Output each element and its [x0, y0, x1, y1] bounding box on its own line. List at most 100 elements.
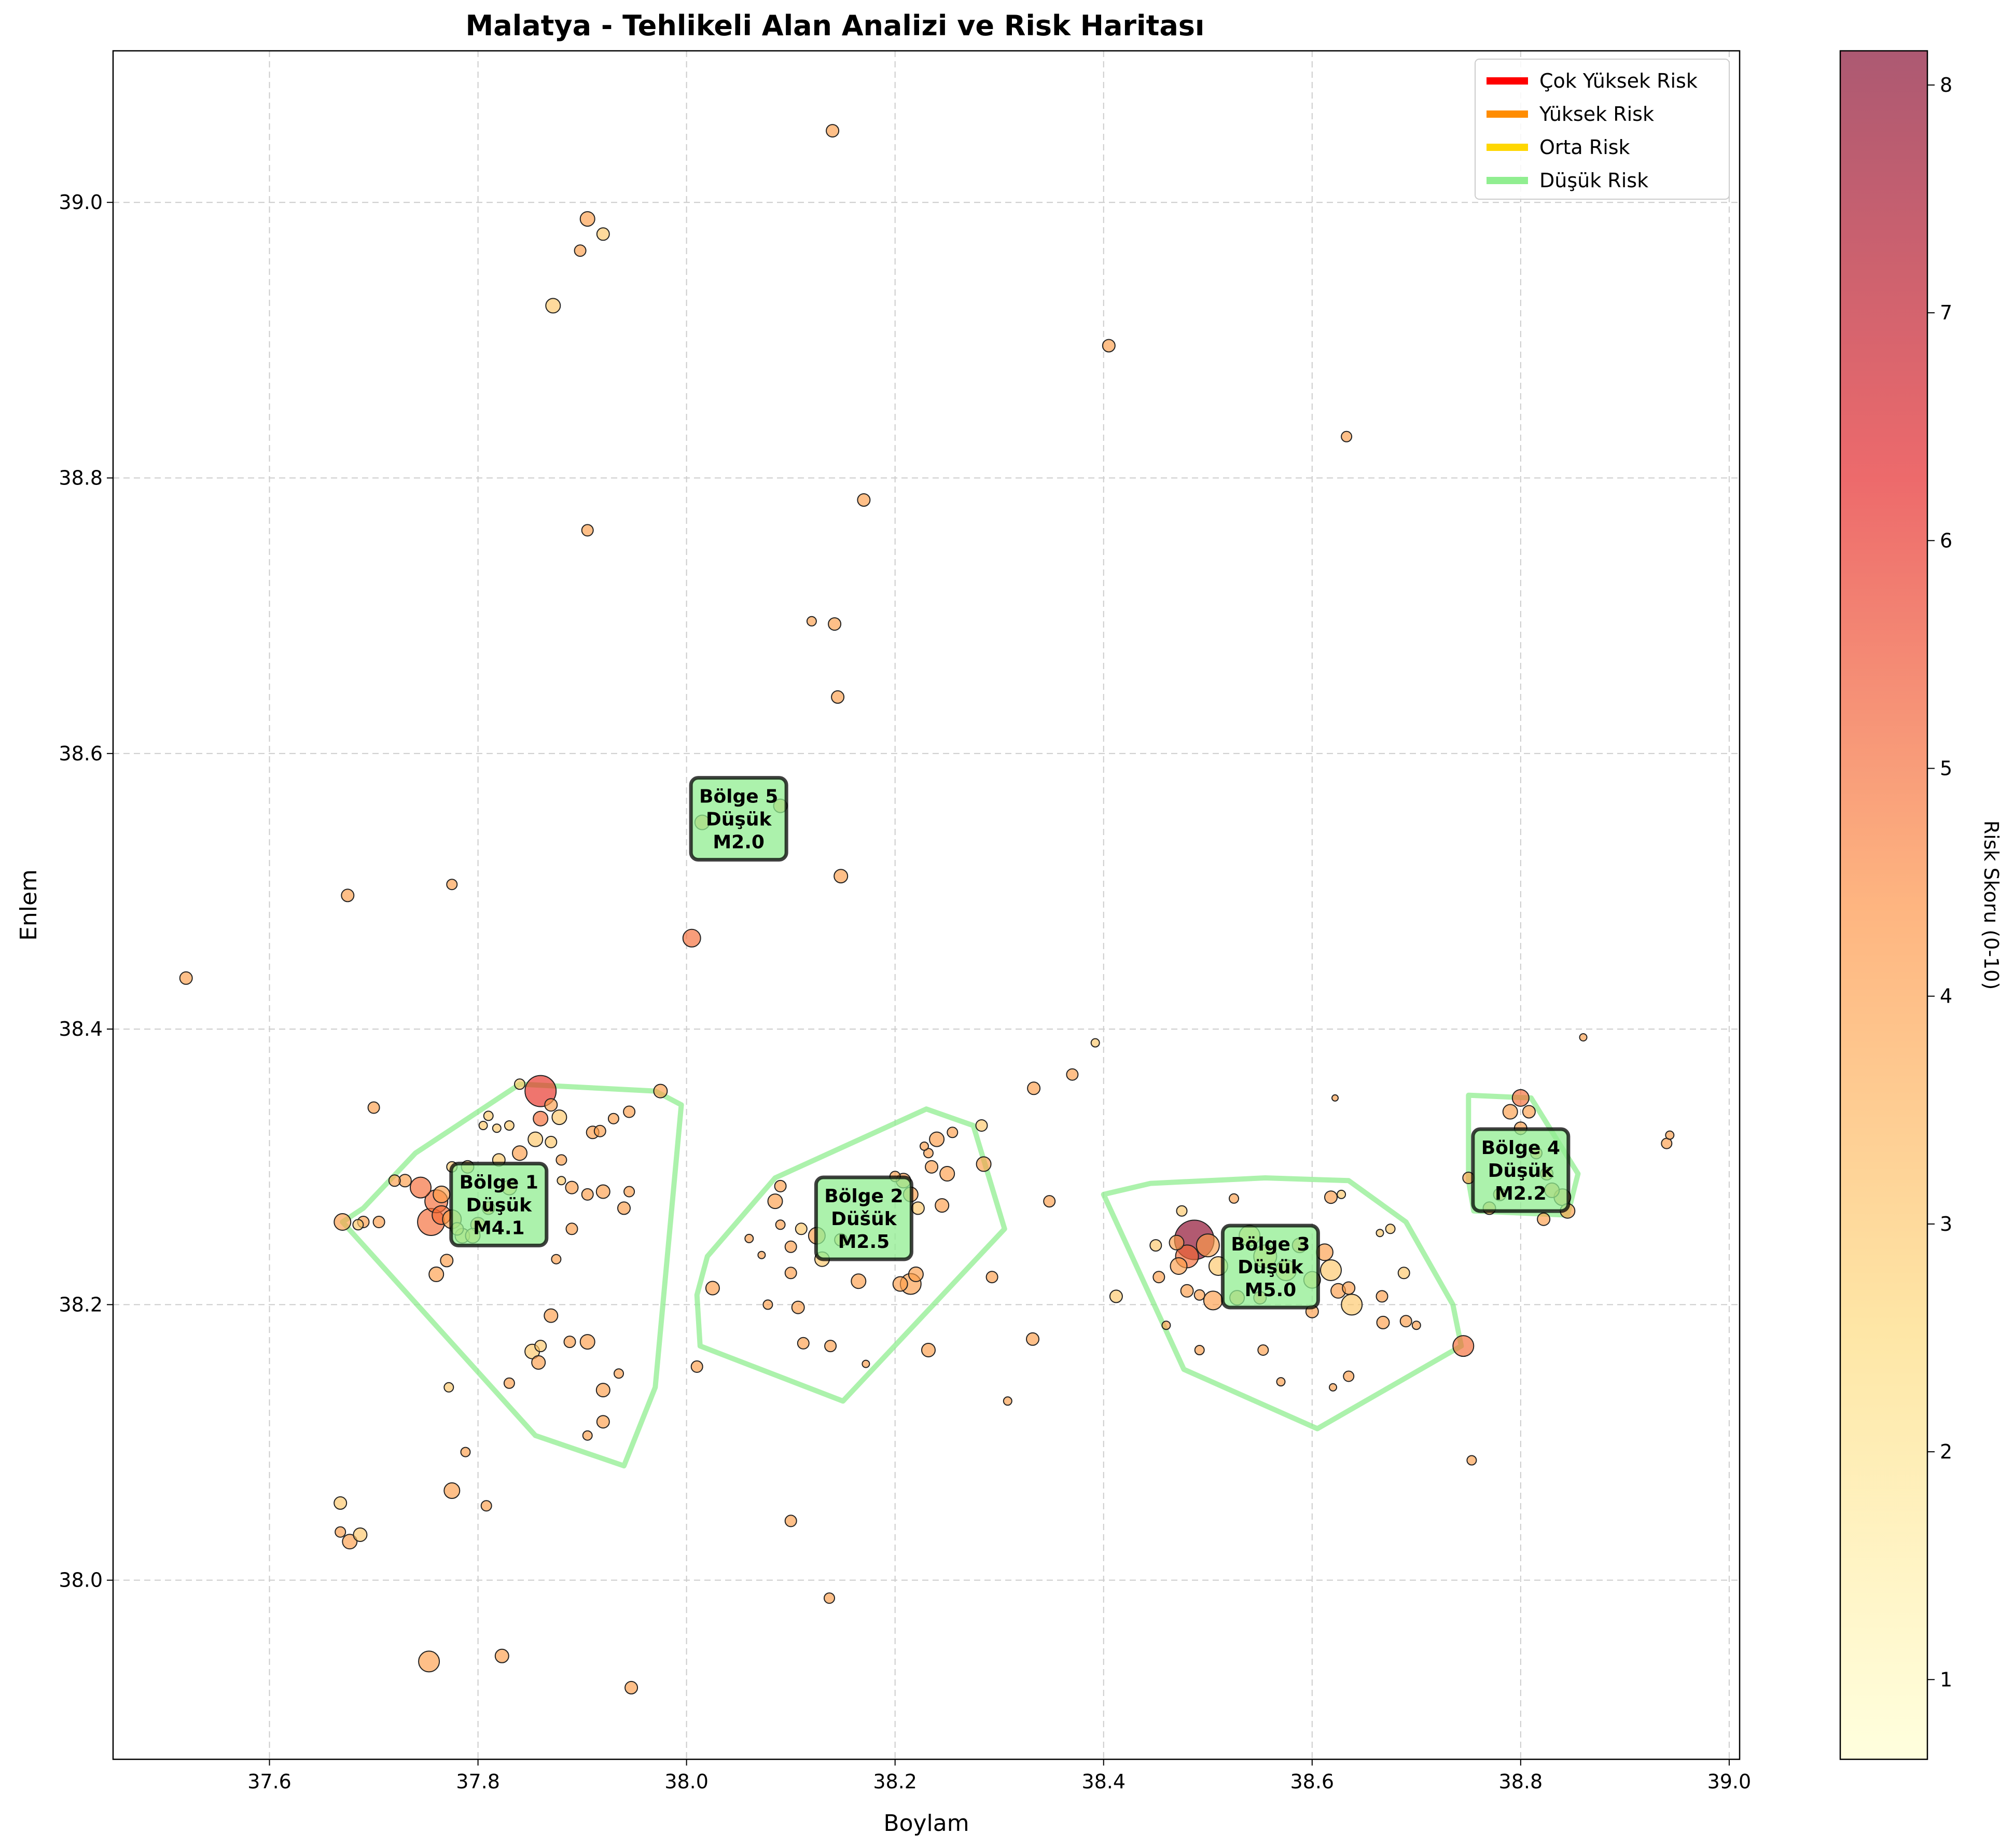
- event-point: [443, 1482, 461, 1499]
- zone-label-box: [689, 776, 788, 862]
- zone-label-name: Bölge 2: [824, 1186, 903, 1207]
- y-tick-label: 38.4: [59, 1018, 103, 1040]
- legend-label: Çok Yüksek Risk: [1539, 70, 1698, 92]
- event-point: [1537, 1212, 1551, 1226]
- event-point: [824, 1340, 837, 1353]
- legend-box: [1475, 59, 1730, 200]
- zone-label-name: Bölge 5: [699, 786, 778, 808]
- event-point: [976, 1156, 992, 1172]
- event-point: [565, 1222, 578, 1235]
- event-point: [527, 1131, 544, 1147]
- event-point: [1331, 1094, 1339, 1102]
- colorbar-tick-label: 5: [1940, 757, 1952, 780]
- event-point: [595, 1184, 610, 1199]
- zone-2-hull: [694, 1106, 1007, 1404]
- event-point: [433, 1185, 451, 1203]
- y-axis-ticks: 38.0 38.2 38.4 38.6 38.8 39.0: [59, 191, 113, 1592]
- event-point: [617, 1201, 631, 1215]
- event-point: [353, 1527, 368, 1542]
- colorbar-ticks: 1 2 3 4 5 6 7 8: [1927, 74, 1952, 1691]
- event-point: [1196, 1233, 1220, 1258]
- x-tick-label: 37.6: [247, 1770, 291, 1793]
- event-point: [784, 1267, 797, 1280]
- event-point: [939, 1166, 955, 1182]
- event-point: [744, 1233, 754, 1243]
- colorbar-tick-label: 8: [1940, 74, 1952, 96]
- event-point: [534, 1340, 547, 1353]
- event-point: [923, 1148, 934, 1159]
- event-point: [784, 1514, 797, 1527]
- zone-label-mag: M2.0: [713, 832, 765, 853]
- zone-label-box: [1220, 1224, 1320, 1310]
- event-point: [784, 1240, 797, 1253]
- event-point: [607, 1113, 619, 1124]
- event-point: [1161, 1321, 1171, 1330]
- event-point: [544, 1308, 559, 1323]
- event-point: [418, 1650, 440, 1673]
- zone-label-level: Düşük: [466, 1194, 533, 1216]
- zone-label-level: Düşük: [1488, 1160, 1554, 1182]
- event-point: [342, 1534, 358, 1550]
- event-point: [920, 1141, 929, 1151]
- y-tick-label: 38.6: [59, 742, 103, 765]
- event-point: [581, 524, 594, 537]
- event-point: [985, 1271, 998, 1284]
- event-point: [624, 1680, 638, 1694]
- zone-label-name: Bölge 4: [1481, 1137, 1560, 1159]
- event-point: [1180, 1284, 1194, 1298]
- event-point: [1661, 1137, 1673, 1149]
- event-point: [1203, 1290, 1223, 1311]
- event-point: [551, 1109, 567, 1126]
- event-point: [834, 869, 849, 884]
- x-axis-label: Boylam: [883, 1810, 969, 1837]
- event-point: [767, 1193, 783, 1210]
- zone-label-level: Düşük: [706, 809, 772, 830]
- event-point: [545, 298, 561, 314]
- zone-label-name: Bölge 1: [460, 1172, 538, 1193]
- event-point: [774, 1179, 787, 1192]
- event-point: [372, 1216, 385, 1228]
- event-point: [492, 1123, 502, 1133]
- grid-lines: [113, 51, 1740, 1759]
- event-point: [478, 1121, 488, 1130]
- event-point: [1341, 1294, 1363, 1316]
- event-point: [797, 1337, 810, 1350]
- event-point: [531, 1355, 546, 1370]
- colorbar-tick-label: 4: [1940, 985, 1952, 1008]
- event-point: [341, 888, 355, 902]
- event-point: [443, 1382, 454, 1393]
- event-point: [512, 1145, 527, 1161]
- colorbar-tick-label: 2: [1940, 1440, 1952, 1463]
- event-point: [1043, 1195, 1056, 1208]
- event-point: [1176, 1205, 1188, 1217]
- event-point: [503, 1377, 515, 1389]
- event-point: [791, 1300, 805, 1314]
- event-point: [1579, 1033, 1588, 1041]
- event-point: [494, 1648, 509, 1663]
- event-point: [1324, 1190, 1338, 1204]
- plot-frame: [112, 50, 1741, 1760]
- event-point: [335, 1526, 346, 1538]
- event-point: [352, 1219, 364, 1231]
- event-point: [596, 227, 610, 241]
- event-point: [1257, 1344, 1269, 1356]
- event-point: [551, 1254, 562, 1265]
- x-tick-label: 38.8: [1499, 1770, 1543, 1793]
- event-point: [824, 1592, 835, 1604]
- event-point: [460, 1447, 471, 1457]
- zone-label-box: [1471, 1127, 1571, 1213]
- event-point: [1385, 1224, 1396, 1234]
- zone-label-mag: M5.0: [1245, 1280, 1297, 1301]
- colorbar-tick-label: 6: [1940, 529, 1952, 552]
- event-point: [563, 1336, 576, 1349]
- event-point: [579, 1334, 595, 1350]
- event-point: [1411, 1321, 1421, 1330]
- event-point: [911, 1201, 925, 1215]
- zone-label-box: [814, 1175, 913, 1261]
- event-point: [557, 1176, 566, 1186]
- zone-label-mag: M2.5: [838, 1231, 890, 1253]
